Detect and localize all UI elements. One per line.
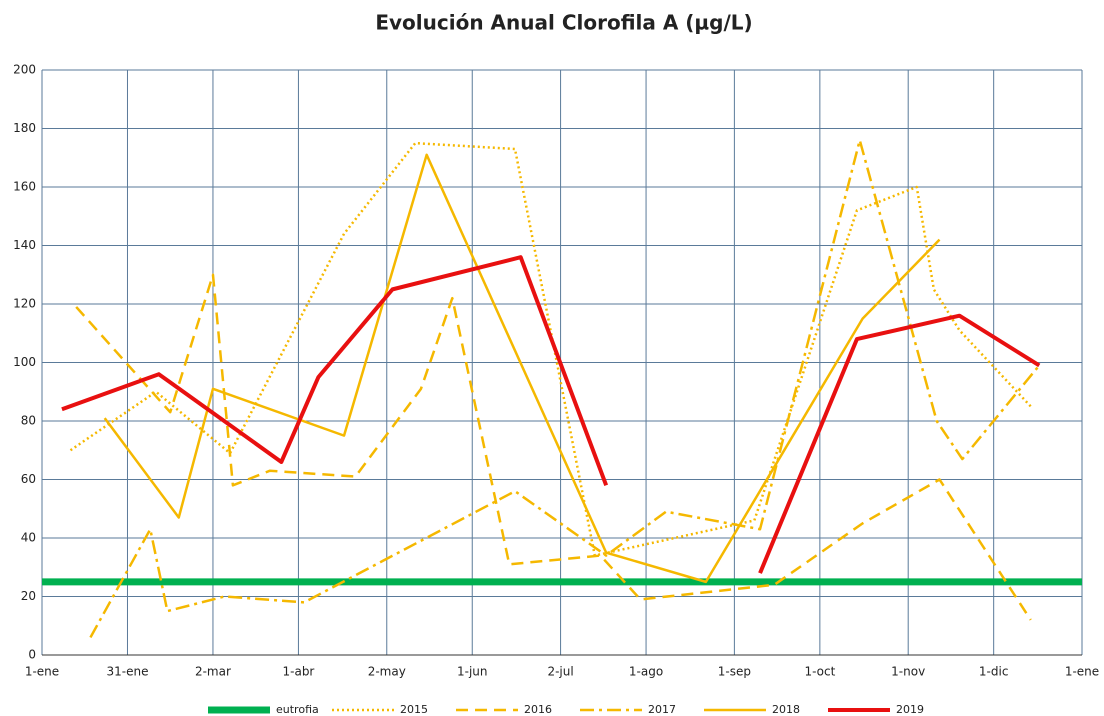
y-tick-label: 160 — [13, 180, 36, 194]
y-tick-label: 20 — [21, 589, 36, 603]
y-tick-label: 100 — [13, 355, 36, 369]
y-tick-label: 40 — [21, 531, 36, 545]
x-tick-label: 31-ene — [106, 665, 148, 679]
legend-label: eutrofia — [276, 703, 319, 716]
y-tick-label: 80 — [21, 414, 36, 428]
legend-label: 2015 — [400, 703, 428, 716]
x-tick-label: 1-oct — [804, 665, 835, 679]
y-tick-label: 60 — [21, 472, 36, 486]
legend-label: 2017 — [648, 703, 676, 716]
x-tick-label: 1-abr — [283, 665, 315, 679]
x-tick-label: 1-sep — [718, 665, 751, 679]
series-line — [75, 273, 1032, 621]
legend-label: 2019 — [896, 703, 924, 716]
x-tick-label: 1-ago — [629, 665, 663, 679]
series-line — [61, 255, 1041, 574]
chart-title: Evolución Anual Clorofila A (µg/L) — [375, 11, 752, 35]
y-tick-label: 120 — [13, 297, 36, 311]
x-tick-label: 1-ene — [25, 665, 59, 679]
x-tick-label: 1-ene — [1065, 665, 1099, 679]
x-tick-label: 2-jul — [547, 665, 573, 679]
series-line — [89, 138, 1041, 639]
x-tick-label: 1-nov — [891, 665, 925, 679]
x-tick-label: 1-dic — [979, 665, 1009, 679]
y-tick-label: 0 — [28, 648, 36, 662]
y-tick-label: 180 — [13, 121, 36, 135]
series-line — [69, 141, 1032, 557]
x-tick-label: 2-mar — [195, 665, 231, 679]
x-tick-label: 2-may — [368, 665, 406, 679]
y-tick-label: 200 — [13, 63, 36, 77]
x-tick-label: 1-jun — [457, 665, 488, 679]
series-line — [103, 153, 941, 584]
legend-label: 2016 — [524, 703, 552, 716]
y-tick-label: 140 — [13, 238, 36, 252]
legend-label: 2018 — [772, 703, 800, 716]
